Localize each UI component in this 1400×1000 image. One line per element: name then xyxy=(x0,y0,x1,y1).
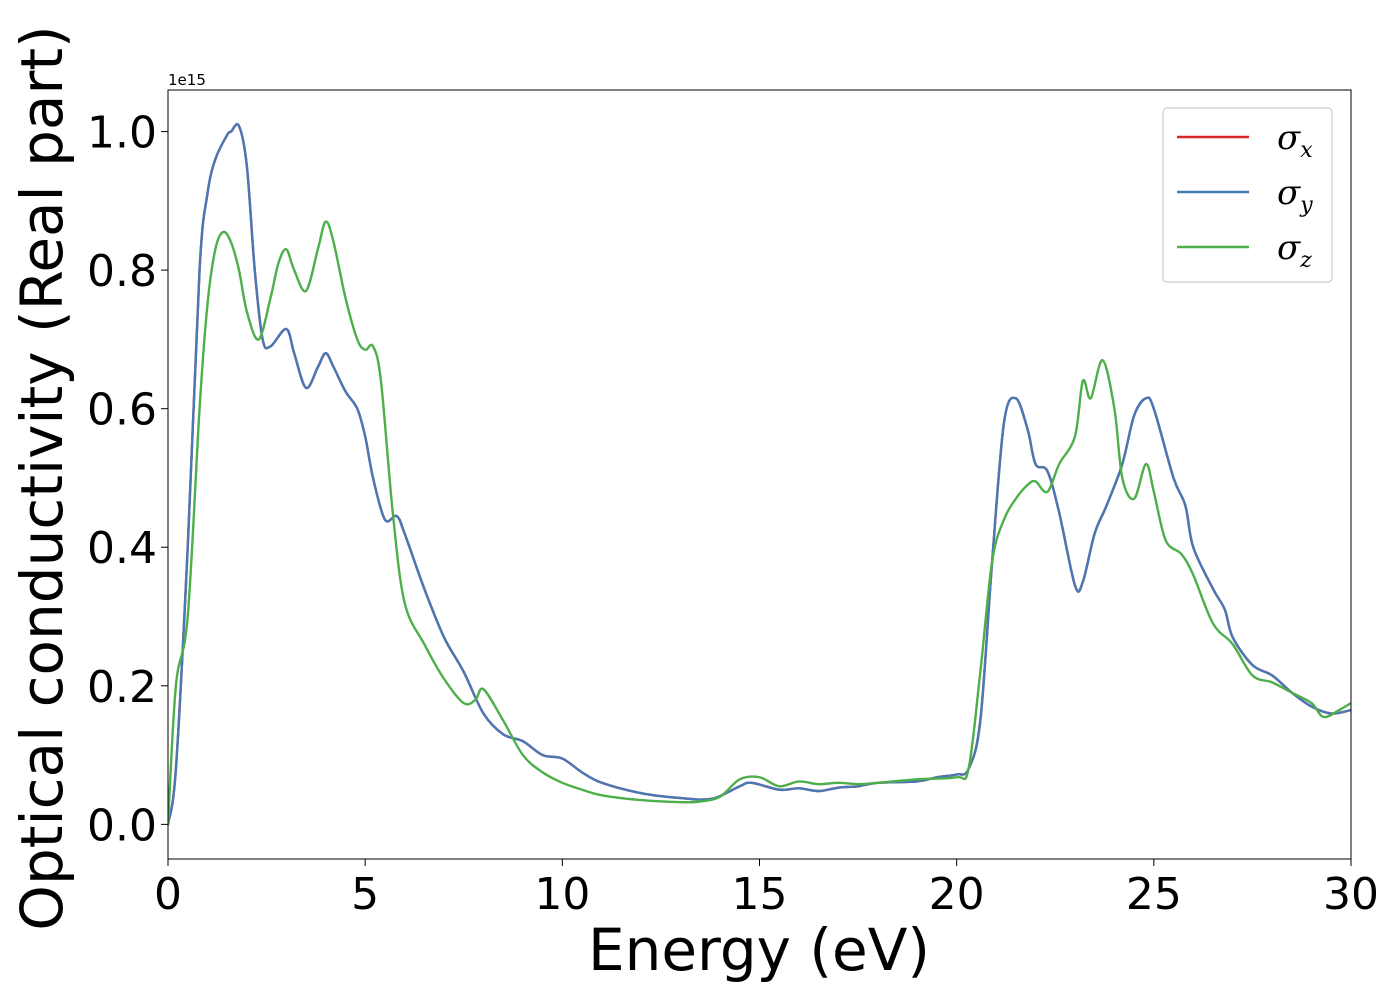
x-tick-label: 25 xyxy=(1126,869,1182,920)
legend-label-x: σx xyxy=(1277,118,1313,163)
y-tick-label: 0.8 xyxy=(87,246,157,297)
plot-area xyxy=(168,123,1351,826)
y-tick-label: 0.6 xyxy=(87,385,157,436)
legend-box xyxy=(1162,107,1333,283)
series-group xyxy=(168,123,1351,826)
x-tick-label: 0 xyxy=(154,869,182,920)
y-tick-label: 0.4 xyxy=(87,523,157,574)
series-line-z xyxy=(168,220,1351,826)
legend: σx σy σz xyxy=(1162,107,1333,283)
y-tick-label: 1.0 xyxy=(87,108,157,159)
x-tick-label: 20 xyxy=(929,869,985,920)
y-tick-label: 0.0 xyxy=(87,800,157,851)
x-tick-label: 30 xyxy=(1323,869,1379,920)
y-axis-title: Optical conductivity (Real part) xyxy=(8,25,76,930)
x-tick-label: 5 xyxy=(351,869,379,920)
x-axis-title: Energy (eV) xyxy=(588,916,930,984)
legend-label-y: σy xyxy=(1277,173,1313,218)
x-tick-label: 15 xyxy=(732,869,788,920)
legend-label-z: σz xyxy=(1277,228,1312,273)
y-tick-label: 0.2 xyxy=(87,662,157,713)
axes: 0 5 10 15 20 25 30 0.0 0.2 0.4 0.6 0.8 1.0 xyxy=(87,89,1379,920)
series-line-y xyxy=(168,123,1351,826)
y-axis-offset-label: 1e15 xyxy=(168,71,206,89)
x-tick-label: 10 xyxy=(534,869,590,920)
